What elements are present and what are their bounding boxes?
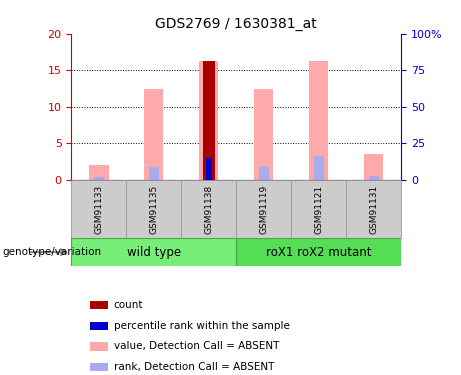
Bar — [149, 167, 159, 180]
Bar — [291, 180, 346, 238]
Text: GSM91138: GSM91138 — [204, 184, 213, 234]
Text: percentile rank within the sample: percentile rank within the sample — [114, 321, 290, 331]
Bar — [206, 158, 212, 180]
Bar — [236, 238, 401, 266]
Title: GDS2769 / 1630381_at: GDS2769 / 1630381_at — [155, 17, 317, 32]
Text: roX1 roX2 mutant: roX1 roX2 mutant — [266, 246, 372, 259]
Text: value, Detection Call = ABSENT: value, Detection Call = ABSENT — [114, 342, 279, 351]
Bar — [236, 180, 291, 238]
Bar — [144, 88, 164, 180]
Bar — [94, 177, 104, 180]
Bar — [364, 154, 383, 180]
Bar — [259, 167, 269, 180]
Bar — [369, 176, 378, 180]
Bar — [314, 156, 324, 180]
Bar — [346, 180, 401, 238]
Bar — [203, 61, 215, 180]
Text: wild type: wild type — [127, 246, 181, 259]
Bar — [71, 180, 126, 238]
Bar — [254, 88, 273, 180]
Bar — [181, 180, 236, 238]
Bar — [71, 238, 236, 266]
Text: GSM91119: GSM91119 — [259, 184, 268, 234]
Text: GSM91135: GSM91135 — [149, 184, 159, 234]
Text: count: count — [114, 300, 143, 310]
Bar — [126, 180, 181, 238]
Text: GSM91131: GSM91131 — [369, 184, 378, 234]
Bar — [199, 61, 219, 180]
Text: GSM91121: GSM91121 — [314, 184, 323, 234]
Bar — [89, 165, 108, 180]
Text: genotype/variation: genotype/variation — [2, 247, 101, 257]
Text: GSM91133: GSM91133 — [95, 184, 103, 234]
Text: rank, Detection Call = ABSENT: rank, Detection Call = ABSENT — [114, 362, 274, 372]
Bar — [204, 162, 214, 180]
Bar — [309, 61, 328, 180]
